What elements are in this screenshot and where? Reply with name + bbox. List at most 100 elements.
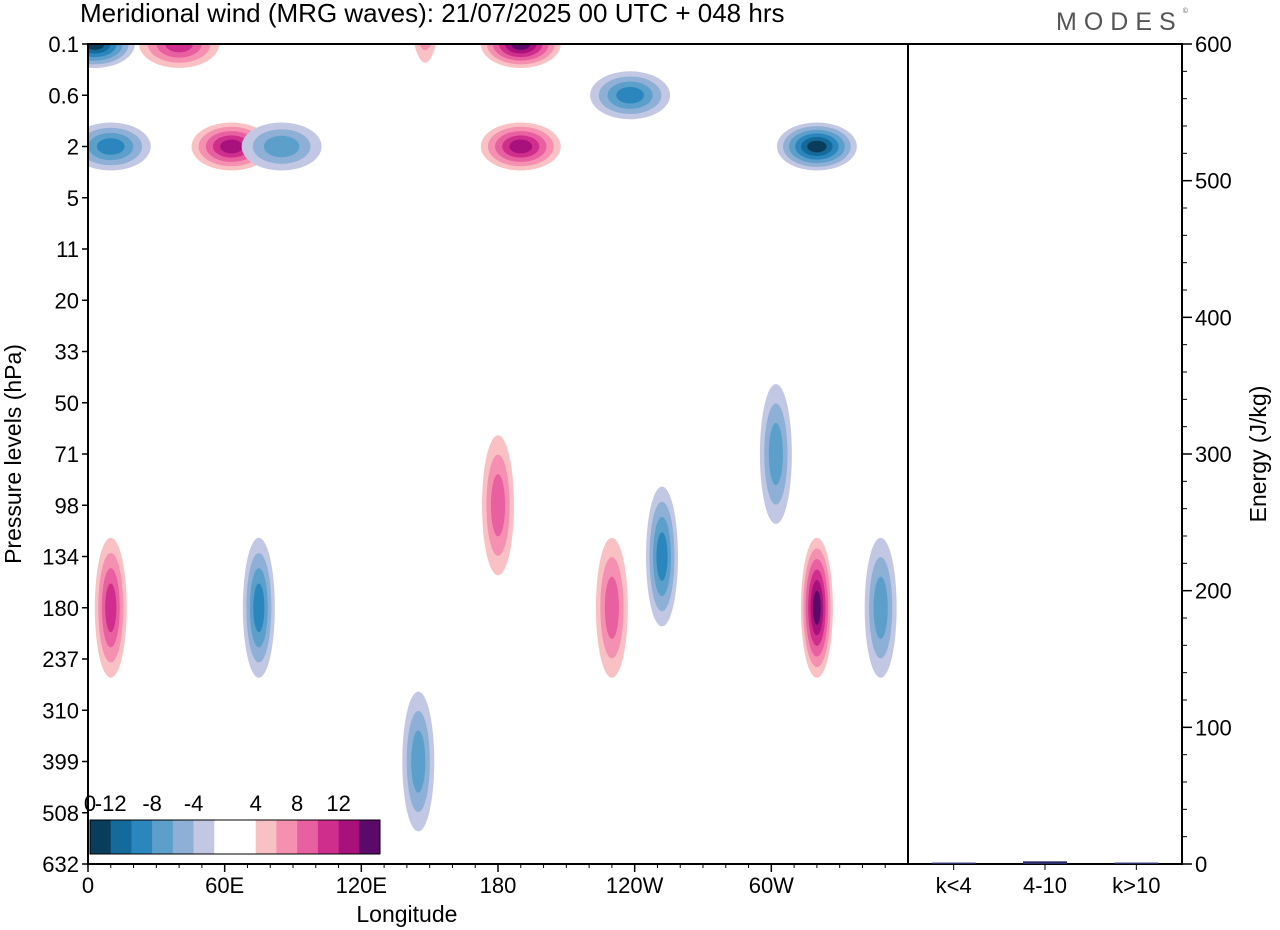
contour-level <box>419 44 432 51</box>
colorbar-swatch <box>90 820 112 854</box>
contour-level <box>411 730 426 793</box>
contour-feature <box>242 537 275 678</box>
x-tick-label: 60E <box>205 873 244 898</box>
y-tick-label: 180 <box>42 596 79 621</box>
y-tick-label: 98 <box>55 493 79 518</box>
x-tick-label: 180 <box>480 873 517 898</box>
contour-feature <box>88 122 151 171</box>
y-tick-label: 5 <box>67 186 79 211</box>
contour-level <box>220 139 243 154</box>
y-tick-label: 399 <box>42 750 79 775</box>
colorbar-swatch <box>255 820 277 854</box>
contour-feature <box>776 122 857 171</box>
y-tick-label: 508 <box>42 801 79 826</box>
y-tick-label: 50 <box>55 391 79 416</box>
x-tick-label: 60W <box>749 873 794 898</box>
contour-level <box>253 583 265 633</box>
y-tick-label: 20 <box>55 288 79 313</box>
energy-tick-label: 600 <box>1195 32 1232 57</box>
colorbar-swatch <box>214 820 236 854</box>
wind-field <box>88 44 897 832</box>
energy-tick-label: 400 <box>1195 305 1232 330</box>
x-axis-label: Longitude <box>356 901 457 927</box>
y-axis-label: Pressure levels (hPa) <box>0 344 26 564</box>
contour-level <box>263 135 300 158</box>
contour-level <box>873 576 888 639</box>
energy-category-label: 4-10 <box>1023 873 1067 898</box>
energy-border <box>907 43 1183 865</box>
chart-title: Meridional wind (MRG waves): 21/07/2025 … <box>80 0 785 28</box>
x-tick-label: 120E <box>336 873 387 898</box>
colorbar-label: 4 <box>250 791 262 816</box>
contour-feature <box>139 44 220 68</box>
colorbar-swatch <box>317 820 339 854</box>
colorbar-label: -8 <box>142 791 162 816</box>
colorbar-swatch <box>110 820 132 854</box>
energy-tick-label: 500 <box>1195 169 1232 194</box>
colorbar-label: -12 <box>95 791 127 816</box>
contour-feature <box>864 537 897 678</box>
contour-level <box>807 140 827 153</box>
longitude-axis: 0 60E 120E 180 120W 60W Longitude <box>82 864 886 927</box>
colorbar: -12 -8 -4 0 4 8 12 <box>84 791 381 855</box>
y-tick-label: 2 <box>67 135 79 160</box>
colorbar-swatch <box>235 820 257 854</box>
colorbar-swatch <box>359 820 381 854</box>
x-tick-label: 120W <box>606 873 664 898</box>
y-tick-label: 310 <box>42 698 79 723</box>
contour-feature <box>480 122 561 171</box>
contour-level <box>414 44 437 63</box>
y-tick-label: 11 <box>56 237 79 262</box>
energy-category-label: k>10 <box>1112 873 1160 898</box>
colorbar-swatch <box>276 820 298 854</box>
colorbar-swatch <box>152 820 174 854</box>
pressure-axis: 0.1 0.6 2 5 11 20 33 50 71 98 134 180 237 310 399 508 63… <box>0 32 88 877</box>
energy-bar <box>1114 862 1159 864</box>
contour-feature <box>800 537 833 678</box>
contour-feature <box>590 71 671 120</box>
modes-logo: MODES© <box>1056 8 1188 36</box>
contour-feature <box>482 435 514 576</box>
colorbar-swatch <box>172 820 194 854</box>
contour-level <box>656 532 668 581</box>
colorbar-label: 0 <box>84 791 96 816</box>
energy-category-label: k<4 <box>936 873 972 898</box>
energy-tick-label: 300 <box>1195 442 1232 467</box>
colorbar-swatch <box>297 820 319 854</box>
energy-axis-label: Energy (J/kg) <box>1245 386 1271 523</box>
colorbar-swatch <box>131 820 153 854</box>
contour-level <box>812 590 821 625</box>
contour-level <box>604 576 619 639</box>
energy-bar <box>931 862 976 864</box>
colorbar-label: 12 <box>326 791 350 816</box>
y-tick-label: 134 <box>42 545 79 570</box>
contour-level <box>509 139 533 154</box>
contour-level <box>88 44 105 50</box>
contour-feature <box>88 44 135 68</box>
y-tick-label: 632 <box>42 852 79 877</box>
contour-feature <box>595 537 628 678</box>
colorbar-swatch <box>193 820 215 854</box>
colorbar-label: 8 <box>291 791 303 816</box>
energy-tick-label: 200 <box>1195 579 1232 604</box>
contour-feature <box>94 537 127 678</box>
contour-feature <box>759 384 792 524</box>
contour-level <box>165 44 194 53</box>
energy-tick-label: 0 <box>1195 852 1207 877</box>
y-tick-label: 33 <box>55 340 79 365</box>
contour-feature <box>402 691 435 832</box>
energy-panel: 0 100 200 300 400 500 600 Energy (J/kg) k<4 4-10 k… <box>931 32 1271 898</box>
colorbar-swatch <box>338 820 360 854</box>
contour-level <box>490 474 506 537</box>
contour-level <box>616 86 645 104</box>
contour-feature <box>414 44 437 63</box>
contour-level <box>105 583 117 633</box>
contour-level <box>96 138 125 155</box>
energy-tick-label: 100 <box>1195 715 1232 740</box>
y-tick-label: 71 <box>55 442 79 467</box>
contour-level <box>511 44 531 50</box>
x-tick-label: 0 <box>82 873 94 898</box>
y-tick-label: 0.6 <box>48 83 79 108</box>
contour-feature <box>646 486 678 627</box>
